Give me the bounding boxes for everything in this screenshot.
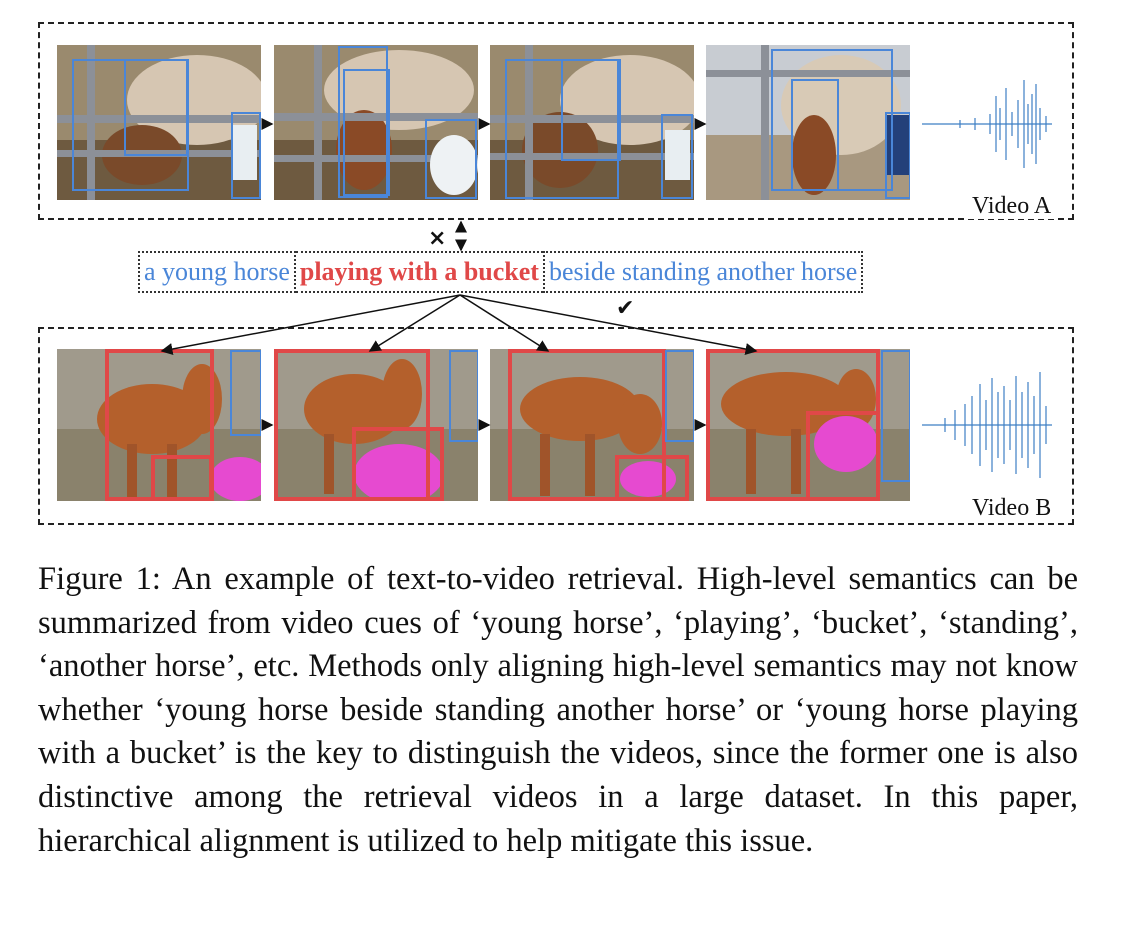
video-a-panel xyxy=(38,22,1074,220)
query-arrow-frame-3 xyxy=(459,294,550,352)
figure-caption: Figure 1: An example of text-to-video re… xyxy=(38,561,1078,859)
query-part-young-horse: a young horse xyxy=(138,251,296,293)
video-b-waveform xyxy=(922,372,1052,478)
video-b-frame-2 xyxy=(274,349,478,501)
connector-layer xyxy=(160,80,1052,478)
query-sentence: a young horse playing with a bucket besi… xyxy=(138,251,864,293)
video-a-frame-4 xyxy=(706,45,910,200)
mismatch-cross-icon: × xyxy=(428,226,447,251)
video-b-frame-1 xyxy=(57,349,261,501)
video-a-frame-3 xyxy=(490,45,694,200)
query-arrow-frame-2 xyxy=(368,294,461,352)
query-part-playing-with-bucket: playing with a bucket xyxy=(295,251,543,293)
video-a-waveform xyxy=(922,80,1052,168)
query-arrow-frame-1 xyxy=(160,294,461,355)
video-b-panel xyxy=(38,327,1074,525)
video-a-frame-1 xyxy=(57,45,261,200)
match-check-icon: ✔ xyxy=(616,296,635,321)
video-b-frame-3 xyxy=(490,349,694,501)
video-a-label: Video A xyxy=(968,193,1056,219)
video-b-label: Video B xyxy=(968,495,1056,521)
query-arrow-frame-4 xyxy=(459,294,758,355)
video-b-frame-4 xyxy=(706,349,910,501)
query-part-beside-another-horse: beside standing another horse xyxy=(542,251,864,293)
video-a-frame-2 xyxy=(274,45,478,200)
